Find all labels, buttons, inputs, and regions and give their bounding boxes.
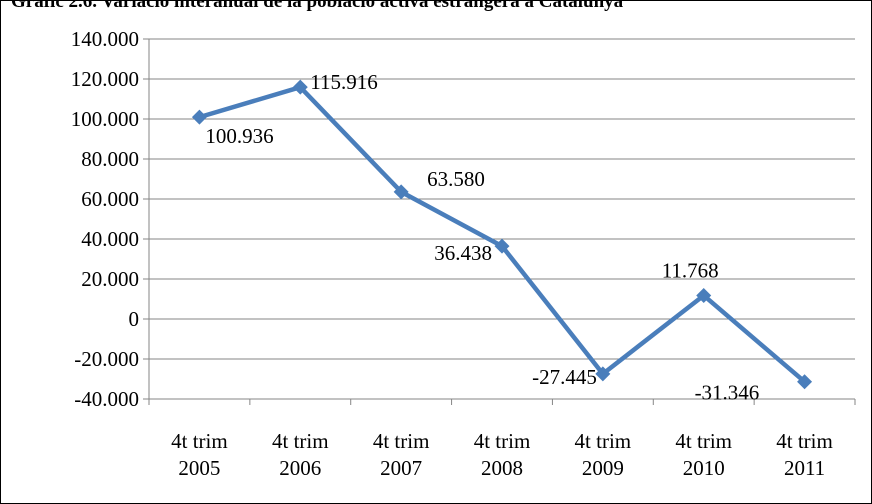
y-axis-tick-labels: 140.000 120.000 100.000 80.000 60.000 40.000 2… — [71, 27, 139, 411]
data-label: -31.346 — [695, 381, 760, 405]
data-labels: 100.936 115.916 63.580 36.438 -27.445 11.768 -… — [205, 70, 759, 405]
data-label: 100.936 — [205, 124, 273, 148]
x-tick-label: 4t trim 2010 — [675, 429, 732, 480]
y-tick-label: 40.000 — [81, 227, 139, 251]
axes — [143, 38, 856, 405]
data-point-marker — [797, 374, 813, 390]
chart-title: Gràfic 2.6. Variació interanual de la po… — [11, 0, 624, 12]
y-tick-label: -20.000 — [74, 347, 139, 371]
y-tick-label: -40.000 — [74, 387, 139, 411]
data-label: 63.580 — [427, 167, 485, 191]
data-label: -27.445 — [532, 365, 597, 389]
x-tick-label: 4t trim 2009 — [575, 429, 632, 480]
data-point-marker — [595, 366, 611, 382]
y-tick-label: 140.000 — [71, 27, 139, 51]
gridlines — [149, 38, 855, 400]
data-point-marker — [494, 238, 510, 254]
y-tick-label: 0 — [129, 307, 140, 331]
data-point-marker — [696, 287, 712, 303]
x-tick-label: 4t trim 2007 — [373, 429, 430, 480]
y-tick-label: 100.000 — [71, 107, 139, 131]
x-tick-label: 4t trim 2011 — [776, 429, 833, 480]
y-tick-label: 120.000 — [71, 67, 139, 91]
y-tick-label: 60.000 — [81, 187, 139, 211]
x-axis-tick-labels: 4t trim 2005 4t trim 2006 4t trim 2007 4t trim… — [171, 429, 833, 480]
y-tick-label: 20.000 — [81, 267, 139, 291]
data-point-marker — [393, 184, 409, 200]
x-tick-label: 4t trim 2008 — [474, 429, 531, 480]
y-tick-label: 80.000 — [81, 147, 139, 171]
series-line — [198, 84, 807, 384]
series — [191, 79, 813, 390]
data-point-marker — [191, 109, 207, 125]
x-tick-label: 4t trim 2006 — [272, 429, 329, 480]
x-tick-label: 4t trim 2005 — [171, 429, 228, 480]
data-point-marker — [292, 79, 308, 95]
data-label: 115.916 — [310, 70, 377, 94]
data-label: 36.438 — [434, 241, 492, 265]
data-label: 11.768 — [662, 258, 719, 282]
